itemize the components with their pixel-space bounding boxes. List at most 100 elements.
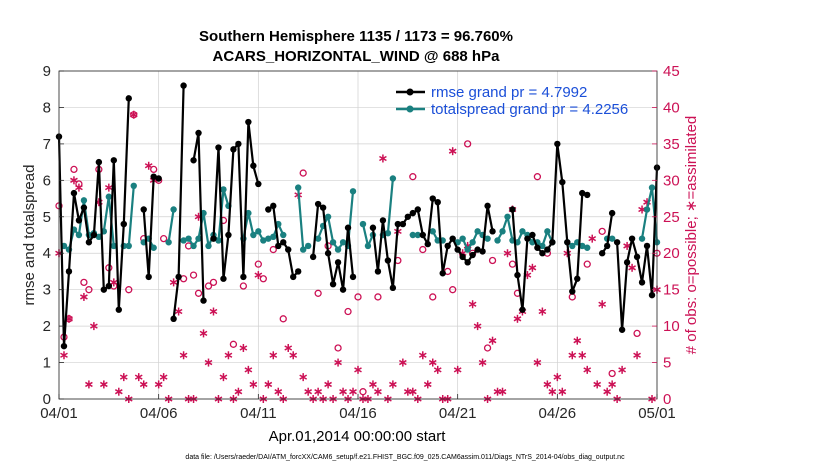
- totalspread-point: [215, 237, 222, 244]
- totalspread-point: [334, 246, 342, 253]
- legend-spread-marker: [406, 105, 414, 113]
- rmse-point: [349, 273, 357, 281]
- rmse-point: [633, 253, 641, 261]
- obs-assimilated-marker: [398, 358, 407, 367]
- obs-assimilated-marker: [114, 387, 123, 396]
- obs-possible-marker: [598, 227, 606, 236]
- obs-assimilated-marker: [583, 365, 592, 374]
- y-left-tick-label: 2: [43, 318, 51, 335]
- rmse-point: [554, 140, 561, 148]
- totalspread-point: [95, 233, 103, 241]
- totalspread-point: [364, 242, 372, 250]
- rmse-point: [339, 286, 347, 293]
- y-left-tick-label: 7: [43, 136, 51, 153]
- rmse-point: [85, 239, 93, 246]
- obs-assimilated-marker: [144, 161, 153, 170]
- totalspread-point: [250, 231, 257, 239]
- y-left-tick-label: 5: [43, 209, 51, 226]
- rmse-point: [324, 250, 332, 257]
- totalspread-point: [544, 228, 551, 235]
- obs-possible-marker: [150, 165, 158, 174]
- totalspread-point: [579, 242, 586, 250]
- obs-possible-marker: [85, 286, 93, 294]
- rmse-point: [270, 202, 277, 210]
- totalspread-point: [384, 229, 392, 237]
- obs-assimilated-marker: [513, 314, 522, 323]
- rmse-point: [195, 129, 202, 137]
- obs-assimilated-marker: [628, 263, 636, 272]
- totalspread-point: [569, 242, 576, 250]
- y-left-tick-label: 1: [43, 355, 51, 372]
- rmse-point: [374, 268, 382, 275]
- obs-assimilated-marker: [159, 373, 168, 382]
- obs-assimilated-marker: [224, 351, 233, 360]
- rmse-point: [439, 270, 446, 277]
- obs-assimilated-marker: [199, 329, 208, 338]
- totalspread-point: [539, 242, 546, 250]
- rmse-point: [598, 250, 606, 257]
- obs-assimilated-marker: [448, 147, 457, 156]
- obs-assimilated-marker: [324, 380, 332, 389]
- obs-assimilated-marker: [473, 322, 482, 331]
- rmse-point: [255, 180, 262, 188]
- obs-possible-marker: [354, 293, 362, 301]
- obs-possible-marker: [204, 282, 213, 290]
- totalspread-point: [409, 231, 417, 239]
- totalspread-point: [499, 228, 506, 235]
- rmse-point: [623, 259, 631, 266]
- rmse-point: [175, 273, 182, 281]
- rmse-point: [409, 209, 417, 217]
- rmse-point: [608, 209, 616, 217]
- rmse-point: [110, 157, 118, 164]
- rmse-point: [170, 315, 177, 323]
- rmse-point: [100, 286, 108, 293]
- totalspread-point: [429, 228, 436, 235]
- totalspread-point: [110, 242, 118, 250]
- totalspread-point: [255, 228, 262, 235]
- obs-assimilated-marker: [603, 387, 612, 396]
- totalspread-point: [643, 206, 651, 213]
- rmse-point: [80, 204, 88, 211]
- obs-assimilated-marker: [104, 183, 113, 192]
- totalspread-point: [314, 235, 322, 242]
- obs-assimilated-marker: [209, 307, 218, 316]
- rmse-point: [105, 282, 113, 290]
- rmse-point: [514, 271, 521, 279]
- obs-assimilated-marker: [274, 387, 283, 396]
- obs-assimilated-marker: [428, 358, 437, 367]
- legend-rmse-marker: [406, 88, 414, 96]
- obs-assimilated-marker: [608, 380, 617, 389]
- totalspread-point: [220, 186, 227, 193]
- rmse-point: [424, 240, 431, 248]
- rmse-point: [574, 275, 581, 282]
- rmse-point: [529, 231, 536, 239]
- obs-assimilated-marker: [204, 358, 213, 367]
- y-right-tick-label: 35: [663, 136, 680, 153]
- rmse-point: [344, 224, 352, 231]
- obs-assimilated-marker: [528, 263, 537, 272]
- rmse-point: [200, 297, 207, 304]
- obs-possible-marker: [429, 293, 437, 301]
- obs-possible-marker: [314, 289, 322, 297]
- y-right-tick-label: 30: [663, 172, 680, 189]
- rmse-point: [389, 284, 397, 292]
- obs-assimilated-marker: [374, 387, 382, 396]
- obs-assimilated-marker: [90, 322, 98, 331]
- totalspread-point: [75, 231, 83, 239]
- totalspread-point: [504, 213, 511, 220]
- totalspread-point: [648, 184, 656, 191]
- x-axis-label: Apr.01,2014 00:00:00 start: [269, 428, 447, 445]
- totalspread-point: [205, 242, 212, 250]
- rmse-point: [484, 202, 491, 210]
- rmse-point: [90, 231, 98, 239]
- series-lines: [55, 82, 661, 350]
- rmse-point: [379, 217, 387, 224]
- rmse-point: [155, 175, 162, 182]
- obs-assimilated-marker: [538, 307, 547, 316]
- obs-assimilated-marker: [588, 234, 597, 243]
- x-tick-label: 04/16: [339, 405, 377, 422]
- obs-assimilated-marker: [334, 358, 342, 367]
- rmse-point: [638, 279, 646, 286]
- obs-assimilated-marker: [418, 351, 427, 360]
- rmse-point: [140, 206, 147, 213]
